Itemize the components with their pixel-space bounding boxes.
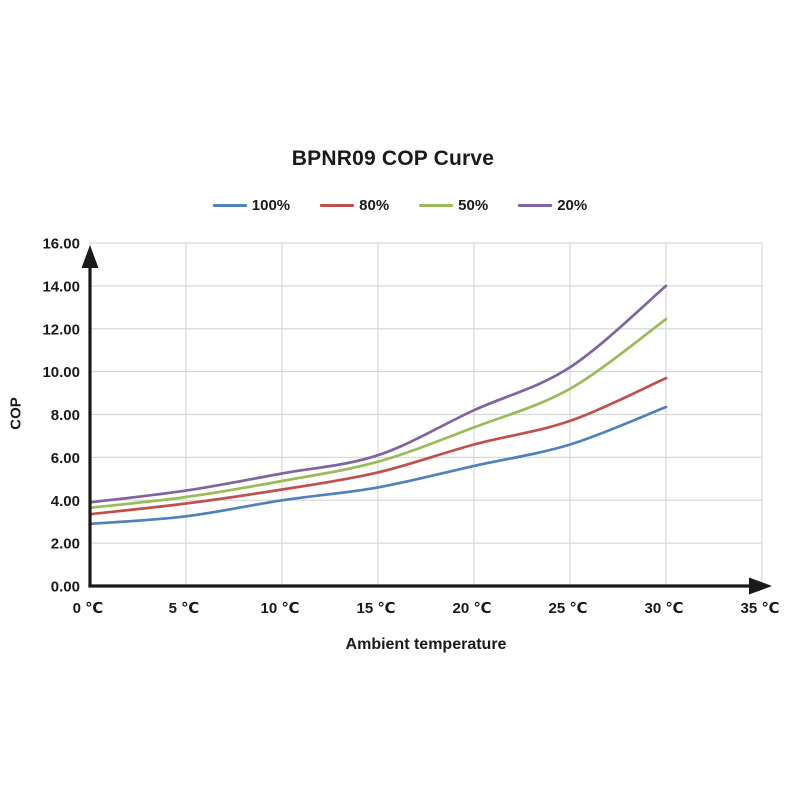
x-tick-label: 30 ℃ <box>644 600 683 617</box>
x-tick-label: 20 ℃ <box>452 600 491 617</box>
x-tick-label: 25 ℃ <box>548 600 587 617</box>
legend-label: 80% <box>359 197 390 214</box>
legend-label: 100% <box>251 197 291 214</box>
y-tick-label: 10.00 <box>42 364 80 381</box>
x-tick-label: 15 ℃ <box>356 600 395 617</box>
y-tick-label: 2.00 <box>51 536 80 553</box>
series-line-100% <box>88 405 668 526</box>
y-tick-label: 0.00 <box>51 579 80 596</box>
y-axis-arrow-icon <box>81 245 99 268</box>
y-tick-label: 12.00 <box>42 321 80 338</box>
legend-line-icon <box>212 204 247 207</box>
legend-line-icon <box>518 204 553 207</box>
legend-item-100%: 100% <box>212 197 291 214</box>
y-tick-label: 14.00 <box>42 278 80 295</box>
legend-line-icon <box>419 204 454 207</box>
legend-label: 20% <box>557 197 588 214</box>
x-tick-label: 5 ℃ <box>169 600 200 617</box>
chart-legend: 100% 80% 50% 20% <box>0 197 800 214</box>
legend-label: 50% <box>458 197 489 214</box>
series-line-50% <box>88 317 668 510</box>
y-tick-label: 16.00 <box>42 236 80 253</box>
x-tick-label: 10 ℃ <box>260 600 299 617</box>
series-line-80% <box>88 376 668 516</box>
legend-item-50%: 50% <box>419 197 488 214</box>
y-tick-label: 6.00 <box>51 450 80 467</box>
chart-title: BPNR09 COP Curve <box>291 147 495 170</box>
legend-item-80%: 80% <box>320 197 389 214</box>
series-line-20% <box>88 284 668 504</box>
x-tick-label: 35 ℃ <box>740 600 779 617</box>
legend-item-20%: 20% <box>518 197 587 214</box>
x-axis-arrow-icon <box>749 577 772 595</box>
legend-line-icon <box>320 204 355 207</box>
x-axis-title: Ambient temperature <box>345 636 507 653</box>
x-tick-label: 0 ℃ <box>73 600 104 617</box>
y-tick-label: 4.00 <box>51 493 80 510</box>
y-axis-title: COP <box>7 397 25 430</box>
y-tick-label: 8.00 <box>51 407 80 424</box>
